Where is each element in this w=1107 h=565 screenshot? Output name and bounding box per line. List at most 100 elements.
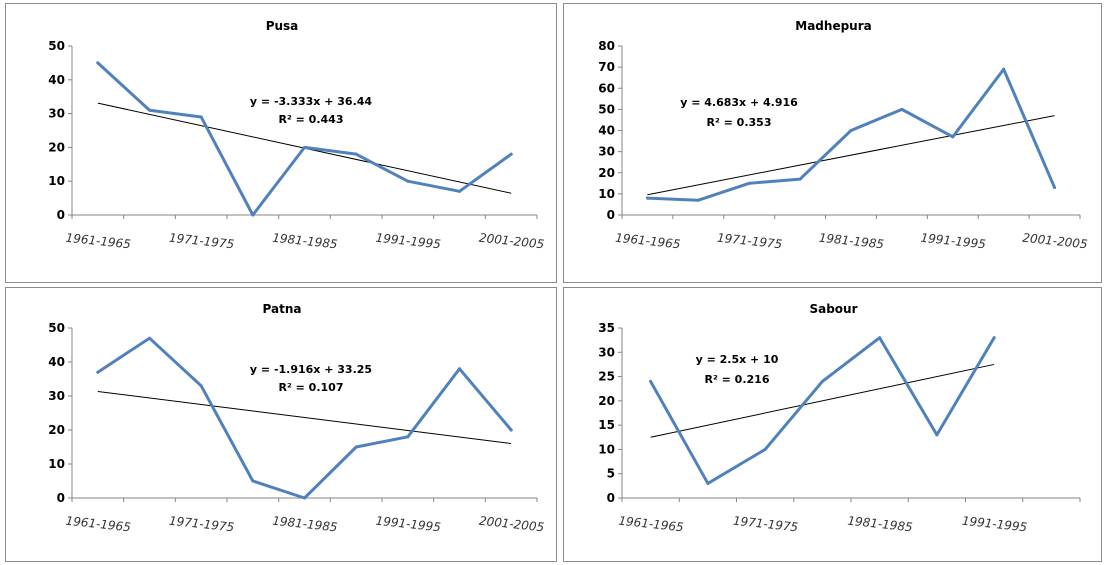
x-tick-label: 1971-1975 <box>168 514 235 535</box>
y-tick-label: 30 <box>598 345 615 359</box>
x-tick-label: 1961-1965 <box>615 231 682 252</box>
data-point <box>900 107 904 111</box>
x-tick-label: 1991-1995 <box>375 514 442 535</box>
y-tick-label: 40 <box>48 73 65 87</box>
data-point <box>458 189 461 193</box>
x-tick-label: 1971-1975 <box>732 514 799 535</box>
data-point <box>303 496 306 500</box>
data-point <box>992 336 996 340</box>
y-tick-label: 30 <box>598 145 615 159</box>
data-point <box>251 213 255 217</box>
y-tick-label: 60 <box>598 81 615 95</box>
x-tick-label: 1981-1985 <box>847 514 914 535</box>
y-tick-label: 40 <box>48 355 65 369</box>
data-point <box>696 198 700 202</box>
y-tick-label: 25 <box>598 370 615 384</box>
x-tick-label: 1981-1985 <box>818 231 885 252</box>
data-point <box>303 145 306 149</box>
y-tick-label: 80 <box>598 39 615 53</box>
data-point <box>849 129 853 132</box>
chart-title: Sabour <box>809 302 857 316</box>
y-tick-label: 0 <box>57 208 65 222</box>
y-tick-label: 50 <box>48 39 65 53</box>
trendline <box>647 115 1055 196</box>
data-point <box>199 384 203 388</box>
data-point <box>747 181 751 185</box>
chart-title: Patna <box>263 302 302 316</box>
chart-panel-patna: Patna 0 10 20 30 40 50 1961-1965 1971-1975 1981-1… <box>5 287 557 562</box>
y-tick-label: 20 <box>48 423 65 437</box>
x-tick-label: 2001-2005 <box>478 514 545 535</box>
data-point <box>406 179 410 183</box>
data-point <box>148 108 151 112</box>
data-point <box>1053 186 1057 190</box>
y-tick-label: 40 <box>598 124 615 138</box>
y-tick-label: 0 <box>57 491 65 505</box>
chart-title: Pusa <box>266 19 299 33</box>
chart-svg-pusa: Pusa 0 10 20 30 40 50 1961-1965 1971-1975 1981-19… <box>48 19 545 252</box>
data-point <box>354 445 358 449</box>
y-tick-label: 50 <box>48 321 65 335</box>
y-tick-label: 35 <box>598 321 615 335</box>
trendline-r-squared: R² = 0.216 <box>705 373 770 386</box>
y-tick-label: 30 <box>48 389 65 403</box>
x-tick-label: 1981-1985 <box>272 514 339 535</box>
y-tick-label: 0 <box>607 491 615 505</box>
x-tick-label: 2001-2005 <box>478 231 545 252</box>
data-point <box>878 336 882 340</box>
trendline <box>650 363 995 438</box>
trendline-equation: y = 4.683x + 4.916 <box>680 96 798 109</box>
y-tick-label: 70 <box>598 60 615 74</box>
series-line <box>96 61 513 217</box>
data-point <box>96 370 100 374</box>
x-tick-label: 1971-1975 <box>168 231 235 252</box>
data-point <box>354 152 358 156</box>
x-tick-label: 1961-1965 <box>618 514 685 535</box>
data-point <box>509 428 513 432</box>
data-point <box>935 433 939 437</box>
x-tick-label: 2001-2005 <box>1022 231 1089 252</box>
data-point <box>820 379 824 383</box>
y-tick-label: 10 <box>48 457 65 471</box>
trendline-r-squared: R² = 0.107 <box>279 381 344 394</box>
trendline-equation: y = 2.5x + 10 <box>696 353 779 366</box>
data-point <box>645 196 649 200</box>
chart-svg-patna: Patna 0 10 20 30 40 50 1961-1965 1971-1975 1981-1… <box>48 302 545 535</box>
y-tick-label: 10 <box>598 442 615 456</box>
y-tick-label: 10 <box>598 187 615 201</box>
x-tick-label: 1991-1995 <box>961 514 1028 535</box>
y-tick-label: 50 <box>598 102 615 116</box>
trendline-r-squared: R² = 0.353 <box>707 116 772 129</box>
x-tick-label: 1961-1965 <box>65 231 132 252</box>
data-point <box>649 379 653 383</box>
y-tick-label: 20 <box>598 394 615 408</box>
trendline-r-squared: R² = 0.443 <box>279 113 344 126</box>
x-tick-label: 1991-1995 <box>375 231 442 252</box>
data-point <box>1002 67 1006 71</box>
chart-panel-madhepura: Madhepura 0 10 20 30 40 50 60 70 80 1961-1965 1971-… <box>563 3 1102 283</box>
trendline-equation: y = -3.333x + 36.44 <box>250 95 373 108</box>
chart-svg-madhepura: Madhepura 0 10 20 30 40 50 60 70 80 1961-1965 1971-… <box>598 19 1089 252</box>
data-point <box>199 115 203 119</box>
y-tick-label: 10 <box>48 174 65 188</box>
x-tick-label: 1961-1965 <box>65 514 132 535</box>
y-tick-label: 0 <box>607 208 615 222</box>
y-tick-label: 20 <box>598 166 615 180</box>
data-point <box>406 435 410 439</box>
data-point <box>458 367 461 371</box>
data-point <box>798 177 802 181</box>
trendline <box>97 390 512 445</box>
x-tick-label: 1991-1995 <box>920 231 987 252</box>
y-tick-label: 15 <box>598 418 615 432</box>
chart-panel-sabour: Sabour 0 5 10 15 20 25 30 35 1961-1965 1971-1975 19… <box>563 287 1102 562</box>
chart-title: Madhepura <box>795 19 871 33</box>
trendline-equation: y = -1.916x + 33.25 <box>250 363 372 376</box>
data-point <box>96 61 100 65</box>
series-line <box>645 67 1057 202</box>
chart-svg-sabour: Sabour 0 5 10 15 20 25 30 35 1961-1965 1971-1975 19… <box>598 302 1081 535</box>
y-tick-label: 5 <box>607 467 615 481</box>
x-tick-label: 1981-1985 <box>272 231 339 252</box>
data-point <box>251 479 255 483</box>
data-point <box>951 135 955 139</box>
y-tick-label: 30 <box>48 107 65 121</box>
